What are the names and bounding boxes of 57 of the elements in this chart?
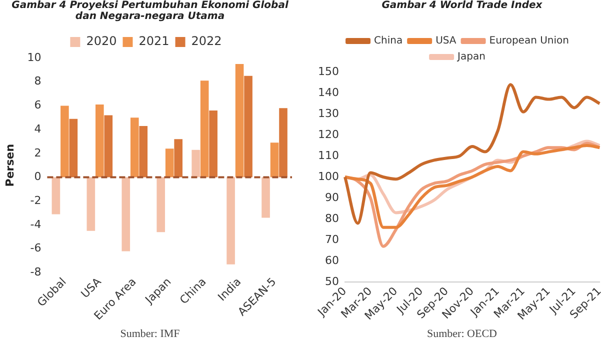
- y-tick-label: 90: [324, 190, 339, 204]
- chart-title: Gambar 4 World Trade Index: [380, 0, 544, 13]
- bar: [86, 177, 96, 231]
- legend-label: China: [374, 36, 403, 47]
- bar: [279, 108, 288, 178]
- legend-label: 2022: [191, 34, 222, 48]
- bar: [96, 104, 104, 178]
- y-tick-label: 2: [34, 146, 42, 160]
- line-series: [343, 83, 602, 225]
- bar: [130, 118, 139, 178]
- bar: [270, 142, 279, 178]
- y-tick-label: 80: [324, 212, 339, 225]
- bar: [174, 139, 182, 178]
- x-tick-label: USA: [78, 274, 104, 301]
- y-tick-label: 50: [324, 274, 339, 288]
- y-tick-label: 110: [318, 148, 339, 162]
- bar: [104, 115, 113, 178]
- y-tick-label: -2: [30, 194, 42, 207]
- y-tick-label: -4: [30, 218, 42, 231]
- bar: [69, 118, 78, 178]
- y-tick-label: -8: [30, 266, 42, 279]
- bar: [200, 80, 209, 178]
- text: Sumber: OECD: [427, 328, 497, 340]
- y-tick-label: 130: [318, 106, 339, 120]
- bar: [52, 177, 60, 214]
- bar: [209, 110, 218, 178]
- bar: [165, 148, 174, 178]
- chart-title: Gambar 4 Proyeksi Pertumbuhan Ekonomi Global dan Negara-negara Utama: [10, 0, 290, 24]
- y-tick-label: 100: [318, 170, 339, 183]
- y-tick-label: 150: [318, 64, 339, 78]
- y-tick-label: 6: [34, 98, 42, 112]
- bar: [122, 177, 130, 252]
- bar: [156, 177, 166, 232]
- bar: [235, 64, 244, 178]
- line-series: [343, 144, 602, 229]
- y-tick-label: 8: [34, 74, 42, 88]
- y-tick-label: 0: [34, 170, 42, 184]
- legend-label: European Union: [489, 36, 569, 47]
- y-tick-label: 70: [324, 232, 339, 246]
- legend-label: USA: [436, 36, 456, 47]
- bar: [192, 150, 200, 178]
- bar: [139, 126, 148, 178]
- bar: [226, 177, 235, 264]
- y-tick-label: 4: [34, 122, 42, 136]
- y-tick-label: 60: [324, 254, 339, 267]
- y-axis-title: Persen: [3, 144, 16, 187]
- legend-label: 2021: [138, 34, 170, 48]
- y-tick-label: 120: [318, 128, 339, 141]
- y-tick-label: -6: [30, 242, 42, 255]
- bar: [262, 177, 270, 218]
- y-tick-label: 140: [318, 86, 339, 99]
- legend-label: Japan: [456, 52, 486, 63]
- bar: [244, 76, 252, 178]
- y-tick-label: 10: [27, 50, 42, 64]
- legend-label: 2020: [86, 34, 117, 48]
- bar: [60, 106, 69, 178]
- text: Sumber: IMF: [120, 328, 180, 340]
